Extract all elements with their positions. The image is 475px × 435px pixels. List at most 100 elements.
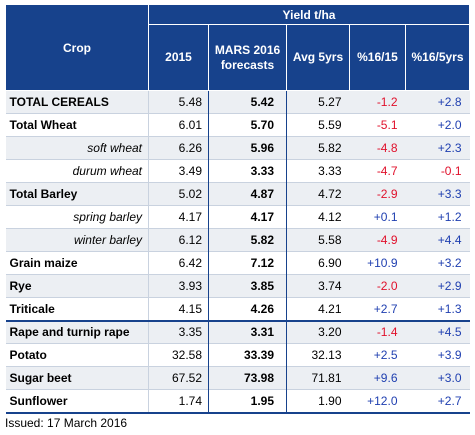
value-2015: 32.58 (148, 343, 209, 367)
value-pct1615: +12.0 (349, 389, 406, 414)
yield-table: Crop Yield t/ha 2015 MARS 2016 forecasts… (5, 4, 470, 414)
value-2015: 5.48 (148, 90, 209, 114)
value-2015: 3.49 (148, 159, 209, 183)
table-row: Sugar beet 67.52 73.98 71.81 +9.6 +3.0 (5, 366, 470, 390)
value-avg: 3.20 (286, 319, 350, 344)
value-pct1615: -1.4 (349, 319, 406, 344)
value-pct1615: -2.9 (349, 182, 406, 206)
value-pct165yrs: +3.9 (405, 343, 470, 367)
value-mars: 5.42 (208, 90, 287, 114)
crop-cell: Potato (5, 343, 149, 367)
crop-cell: Rye (5, 274, 149, 298)
table-row: Triticale 4.15 4.26 4.21 +2.7 +1.3 (5, 297, 470, 321)
crop-cell: soft wheat (5, 136, 149, 160)
table-row: Total Barley 5.02 4.87 4.72 -2.9 +3.3 (5, 182, 470, 206)
value-2015: 6.12 (148, 228, 209, 252)
crop-cell: Sunflower (5, 389, 149, 414)
col-header-pct1615: %16/15 (349, 24, 406, 91)
crop-cell: Grain maize (5, 251, 149, 275)
value-avg: 4.72 (286, 182, 350, 206)
value-pct1615: -5.1 (349, 113, 406, 137)
value-mars: 33.39 (208, 343, 287, 367)
value-avg: 5.27 (286, 90, 350, 114)
value-pct165yrs: +4.4 (405, 228, 470, 252)
value-mars: 5.96 (208, 136, 287, 160)
table-body: TOTAL CEREALS 5.48 5.42 5.27 -1.2 +2.8 T… (5, 90, 470, 414)
col-header-mars: MARS 2016 forecasts (208, 24, 287, 91)
crop-cell: TOTAL CEREALS (5, 90, 149, 114)
crop-cell: spring barley (5, 205, 149, 229)
value-mars: 1.95 (208, 389, 287, 414)
col-header-mars-line1: MARS 2016 (214, 42, 281, 57)
value-mars: 3.33 (208, 159, 287, 183)
value-pct1615: +2.7 (349, 297, 406, 321)
value-mars: 5.82 (208, 228, 287, 252)
value-avg: 3.33 (286, 159, 350, 183)
crop-cell: durum wheat (5, 159, 149, 183)
value-pct1615: -4.7 (349, 159, 406, 183)
value-pct165yrs: +4.5 (405, 319, 470, 344)
value-avg: 5.59 (286, 113, 350, 137)
value-pct165yrs: +2.7 (405, 389, 470, 414)
value-2015: 6.26 (148, 136, 209, 160)
value-2015: 4.15 (148, 297, 209, 321)
crop-cell: Sugar beet (5, 366, 149, 390)
value-mars: 7.12 (208, 251, 287, 275)
table-row: TOTAL CEREALS 5.48 5.42 5.27 -1.2 +2.8 (5, 90, 470, 114)
value-mars: 4.87 (208, 182, 287, 206)
value-avg: 5.82 (286, 136, 350, 160)
crop-column-header: Crop (5, 4, 149, 91)
value-mars: 3.85 (208, 274, 287, 298)
table-row: Total Wheat 6.01 5.70 5.59 -5.1 +2.0 (5, 113, 470, 137)
value-avg: 4.12 (286, 205, 350, 229)
value-pct165yrs: +3.3 (405, 182, 470, 206)
value-pct165yrs: +3.0 (405, 366, 470, 390)
value-avg: 6.90 (286, 251, 350, 275)
table-row: Rye 3.93 3.85 3.74 -2.0 +2.9 (5, 274, 470, 298)
table-row: spring barley 4.17 4.17 4.12 +0.1 +1.2 (5, 205, 470, 229)
table-row: soft wheat 6.26 5.96 5.82 -4.8 +2.3 (5, 136, 470, 160)
table-header: Crop Yield t/ha 2015 MARS 2016 forecasts… (5, 4, 470, 91)
value-pct1615: -4.9 (349, 228, 406, 252)
value-pct1615: +9.6 (349, 366, 406, 390)
issued-note: Issued: 17 March 2016 (5, 416, 128, 430)
value-pct165yrs: +3.2 (405, 251, 470, 275)
value-mars: 5.70 (208, 113, 287, 137)
value-2015: 1.74 (148, 389, 209, 414)
value-avg: 3.74 (286, 274, 350, 298)
value-2015: 6.42 (148, 251, 209, 275)
value-pct1615: +0.1 (349, 205, 406, 229)
value-pct1615: -4.8 (349, 136, 406, 160)
col-header-2015: 2015 (148, 24, 209, 91)
crop-cell: Triticale (5, 297, 149, 321)
value-avg: 71.81 (286, 366, 350, 390)
value-2015: 6.01 (148, 113, 209, 137)
table-row: winter barley 6.12 5.82 5.58 -4.9 +4.4 (5, 228, 470, 252)
value-pct165yrs: +1.3 (405, 297, 470, 321)
col-header-pct165yrs: %16/5yrs (405, 24, 470, 91)
table-row: durum wheat 3.49 3.33 3.33 -4.7 -0.1 (5, 159, 470, 183)
crop-cell: Rape and turnip rape (5, 319, 149, 344)
value-2015: 5.02 (148, 182, 209, 206)
value-pct165yrs: +2.0 (405, 113, 470, 137)
value-pct165yrs: +1.2 (405, 205, 470, 229)
value-mars: 3.31 (208, 319, 287, 344)
crop-cell: Total Barley (5, 182, 149, 206)
value-pct165yrs: -0.1 (405, 159, 470, 183)
crop-cell: Total Wheat (5, 113, 149, 137)
table-row: Rape and turnip rape 3.35 3.31 3.20 -1.4… (5, 319, 470, 344)
table-row: Sunflower 1.74 1.95 1.90 +12.0 +2.7 (5, 389, 470, 414)
yield-group-header: Yield t/ha (148, 4, 470, 25)
value-2015: 4.17 (148, 205, 209, 229)
crop-cell: winter barley (5, 228, 149, 252)
value-mars: 4.26 (208, 297, 287, 321)
table-row: Potato 32.58 33.39 32.13 +2.5 +3.9 (5, 343, 470, 367)
value-pct165yrs: +2.8 (405, 90, 470, 114)
value-avg: 4.21 (286, 297, 350, 321)
value-mars: 73.98 (208, 366, 287, 390)
value-2015: 3.35 (148, 319, 209, 344)
value-avg: 5.58 (286, 228, 350, 252)
col-header-mars-line2: forecasts (220, 57, 275, 72)
value-avg: 1.90 (286, 389, 350, 414)
value-pct1615: -1.2 (349, 90, 406, 114)
